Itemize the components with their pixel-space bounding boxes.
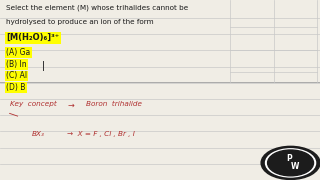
Circle shape bbox=[261, 146, 320, 179]
Text: hydrolysed to produce an ion of the form: hydrolysed to produce an ion of the form bbox=[6, 19, 154, 25]
Text: Boron  trihalide: Boron trihalide bbox=[86, 101, 142, 107]
Text: P: P bbox=[286, 154, 292, 163]
Text: Key  concept: Key concept bbox=[10, 101, 56, 107]
Text: Select the element (M) whose trihalides cannot be: Select the element (M) whose trihalides … bbox=[6, 4, 189, 11]
Text: W: W bbox=[291, 162, 300, 171]
Text: (B) In: (B) In bbox=[6, 60, 27, 69]
Text: BX₃: BX₃ bbox=[32, 131, 45, 137]
Text: →  X = F , Cl , Br , I: → X = F , Cl , Br , I bbox=[67, 131, 135, 137]
Text: (A) Ga: (A) Ga bbox=[6, 48, 31, 57]
Circle shape bbox=[268, 150, 314, 176]
Text: →: → bbox=[67, 101, 74, 110]
Text: [M(H₂O)₆]³⁺: [M(H₂O)₆]³⁺ bbox=[6, 33, 60, 42]
Circle shape bbox=[266, 149, 316, 177]
Text: (D) B: (D) B bbox=[6, 83, 26, 92]
Text: (C) Al: (C) Al bbox=[6, 71, 28, 80]
